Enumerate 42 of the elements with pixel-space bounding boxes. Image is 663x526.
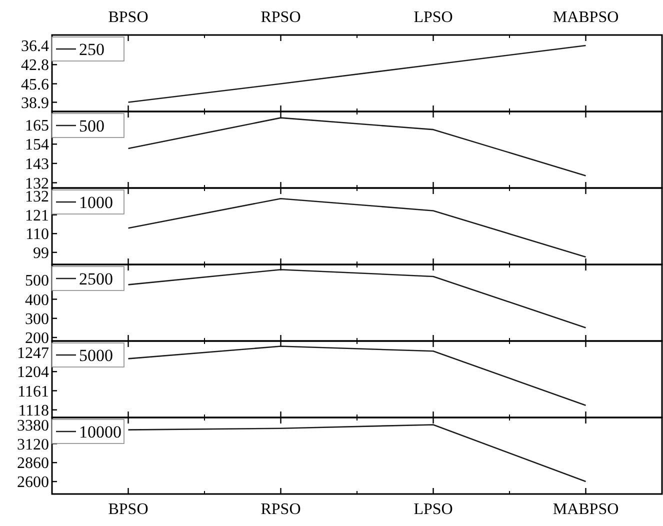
x-tick-label: BPSO — [108, 9, 148, 26]
x-tick-label: RPSO — [260, 501, 301, 518]
line-series — [128, 346, 586, 406]
y-tick-label: 165 — [25, 117, 49, 134]
y-tick-label: 1161 — [18, 383, 49, 400]
text: 42.8 — [21, 57, 49, 74]
y-tick-label: 3380 — [17, 417, 49, 434]
y-tick-label: 154 — [25, 136, 49, 154]
x-tick-label: RPSO — [260, 9, 301, 26]
legend-label: 500 — [79, 116, 104, 136]
y-tick-label: 99 — [33, 244, 49, 262]
y-tick-label: 1118 — [18, 402, 49, 420]
legend-label: 1000 — [79, 192, 113, 212]
x-tick-label: LPSO — [414, 501, 453, 518]
text: 36.4 — [21, 38, 49, 56]
x-tick-label: MABPSO — [552, 501, 619, 518]
x-tick-label: LPSO — [414, 9, 453, 26]
y-tick-label: 400 — [25, 292, 49, 309]
y-tick-label: 500 — [25, 272, 49, 290]
y-tick-label: 110 — [26, 226, 49, 244]
line-series — [128, 424, 586, 482]
y-tick-label: 2860 — [17, 455, 49, 472]
y-tick-label: 132 — [25, 188, 49, 206]
x-tick-label: BPSO — [108, 501, 148, 518]
line-series — [128, 117, 586, 176]
legend-label: 5000 — [79, 346, 113, 365]
legend-label: 2500 — [79, 269, 113, 288]
line-series — [128, 198, 586, 258]
y-tick-label: 143 — [25, 156, 49, 174]
x-tick-label: MABPSO — [552, 9, 619, 26]
y-tick-label: 2600 — [17, 474, 49, 492]
line-series — [128, 268, 586, 328]
y-tick-label: 121 — [25, 207, 49, 224]
legend-label: 250 — [79, 40, 104, 59]
y-tick-label: 1204 — [17, 364, 49, 382]
y-tick-label: 200 — [25, 330, 49, 348]
legend-label: 10000 — [79, 422, 122, 442]
text: 45.6 — [21, 76, 49, 94]
y-tick-label: 3120 — [17, 436, 49, 454]
y-tick-label: 1247 — [17, 345, 49, 362]
text: 38.9 — [21, 94, 49, 112]
y-tick-label: 300 — [25, 310, 49, 328]
